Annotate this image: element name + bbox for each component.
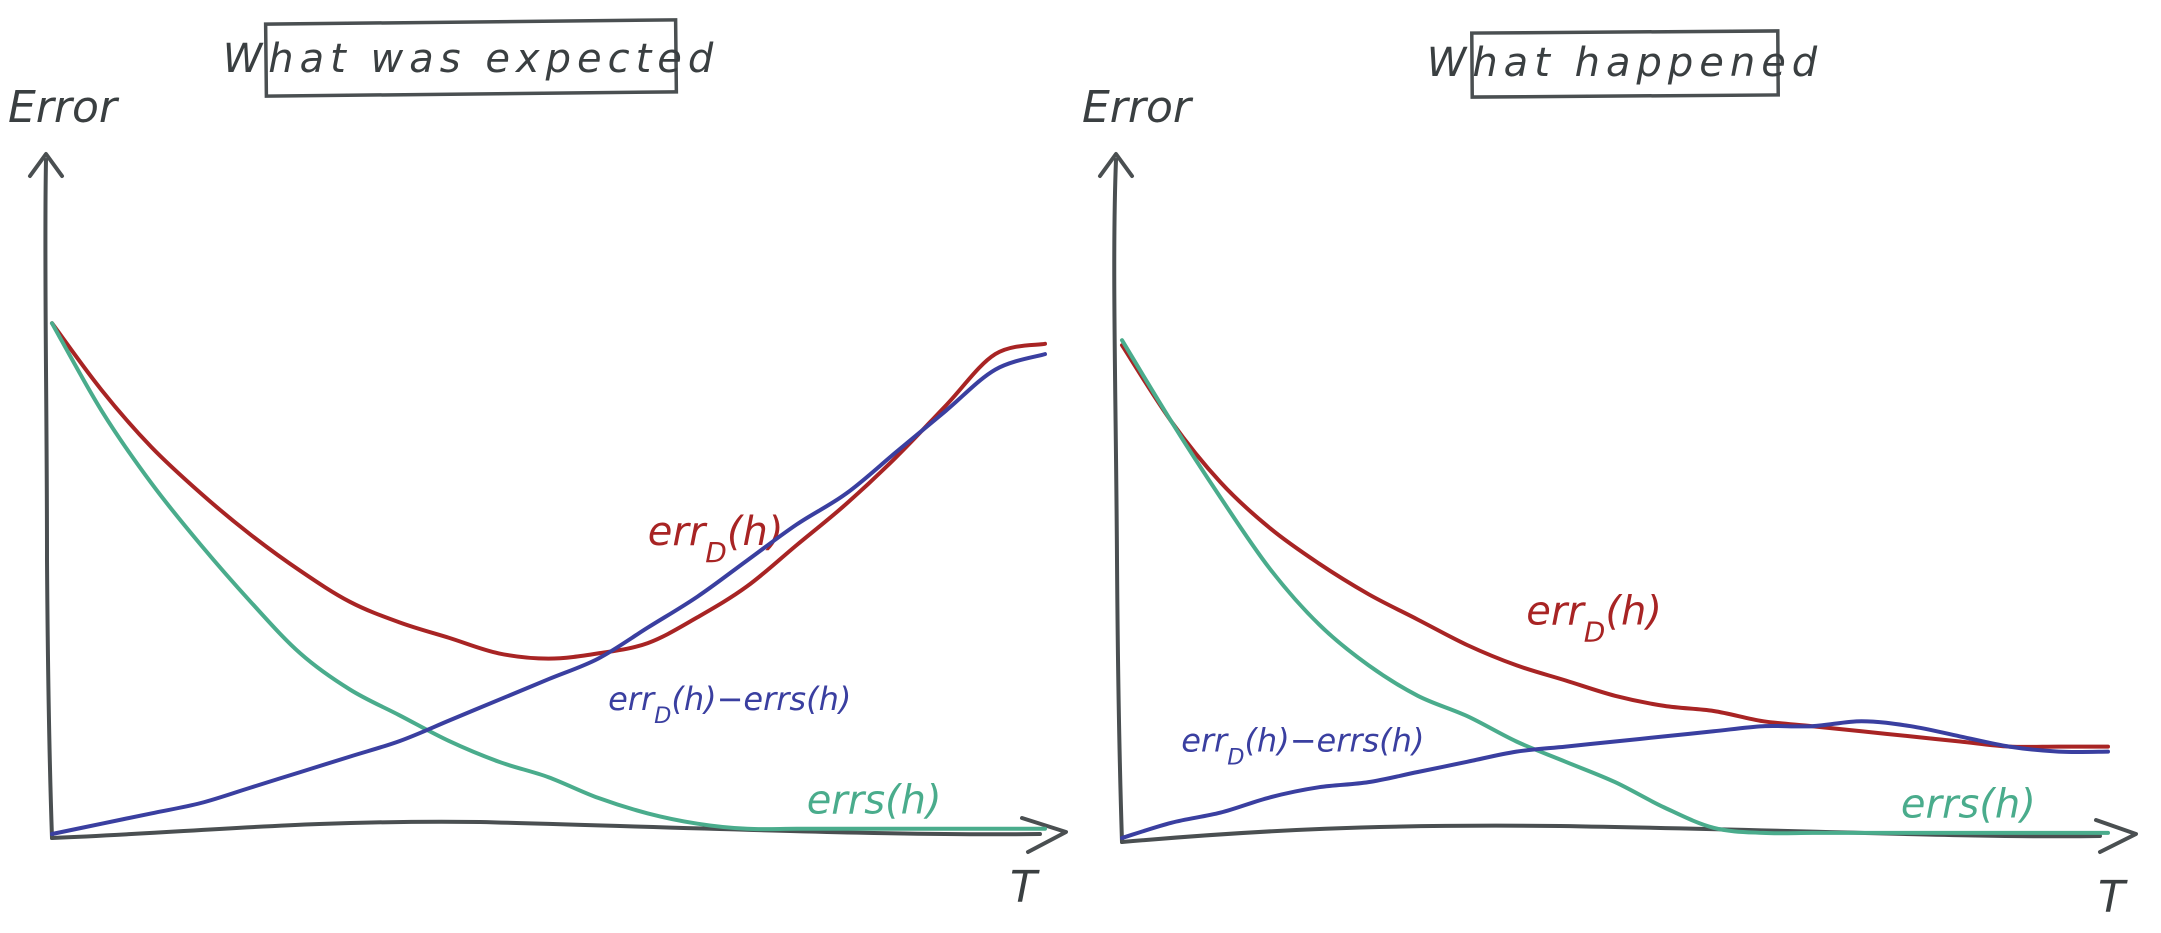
series-line-errs-happened [1120,338,2110,836]
series-line-errd-expected [50,321,1047,661]
x-axis-happened [1120,823,2102,844]
y-axis-happened [1112,158,1124,844]
y-axis-arrow-happened [1098,152,1134,178]
series-line-diff-expected [50,352,1047,836]
series-label-diff-happened: errD(h)−errs(h) [1181,722,1424,771]
series-label-subscript: D [1227,745,1244,771]
series-label-errs-expected: errs(h) [807,777,942,823]
chart-title-happened: What happened [1427,40,1823,86]
series-line-errs-expected [50,321,1047,832]
x-axis-expected [50,819,1042,840]
series-label-subscript: D [1584,615,1606,648]
y-axis-label-expected: Error [8,82,120,133]
series-label-errd-happened: errD(h) [1526,589,1662,649]
series-label-tail: (h) [727,509,784,555]
y-axis-expected [43,158,54,840]
series-label-tail: (h)−errs(h) [1244,722,1424,760]
series-label-main: errs [1901,782,1979,828]
series-label-diff-expected: errD(h)−errs(h) [608,680,851,729]
y-axis-label-happened: Error [1082,82,1194,133]
series-label-main: err [608,680,656,718]
plot-area-happened: errD(h)errs(h)errD(h)−errs(h) [1120,338,2110,840]
x-axis-label-happened: T [2098,872,2128,923]
series-label-main: err [648,509,708,555]
x-axis-arrow-expected [1020,816,1068,854]
chart-title-expected: What was expected [223,36,720,82]
series-label-subscript: D [705,536,727,569]
panel-expected: What was expected Error T errD(h)errs(h)… [8,18,1068,913]
series-label-errd-expected: errD(h) [648,509,784,569]
plot-area-expected: errD(h)errs(h)errD(h)−errs(h) [50,321,1047,836]
series-label-tail: (h) [1605,589,1662,635]
series-label-tail: (h) [1979,782,2036,828]
x-axis-arrow-happened [2094,818,2138,854]
panel-happened: What happened Error T errD(h)errs(h)errD… [1082,29,2138,923]
series-label-subscript: D [654,703,671,729]
y-axis-arrow-expected [28,152,64,178]
series-label-main: errs [807,777,885,823]
title-box-happened [1470,29,1780,99]
x-axis-label-expected: T [1010,862,1040,913]
series-label-main: err [1526,589,1586,635]
series-line-errd-happened [1120,343,2110,749]
series-label-errs-happened: errs(h) [1901,782,2036,828]
series-label-main: err [1181,722,1229,760]
series-line-diff-happened [1120,719,2110,840]
title-box-expected [263,18,679,98]
series-label-tail: (h)−errs(h) [671,680,851,718]
series-label-tail: (h) [885,777,942,823]
